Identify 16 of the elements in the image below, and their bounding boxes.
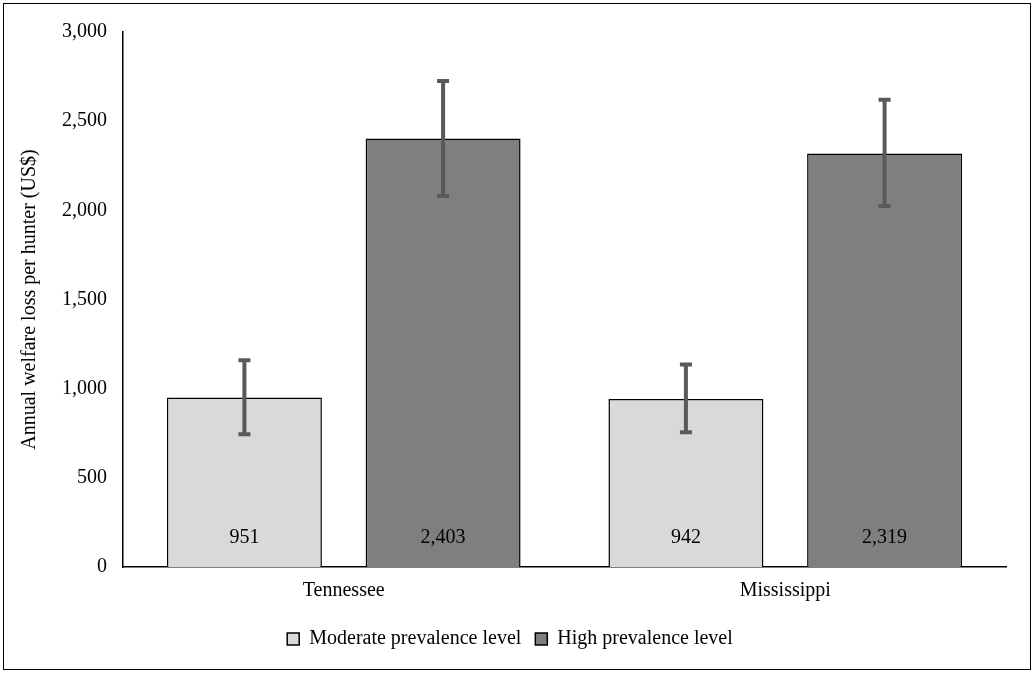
data-label: 2,319 [862,525,908,548]
y-tick-label: 2,500 [62,108,107,131]
y-axis-title: Annual welfare loss per hunter (US$) [17,149,41,450]
legend-label: Moderate prevalence level [309,626,522,650]
legend-label: High prevalence level [557,626,734,650]
y-tick-label: 3,000 [62,19,107,42]
y-tick-label: 1,500 [62,286,107,309]
data-label: 2,403 [420,525,466,548]
x-tick-label: Tennessee [302,578,385,601]
data-label: 951 [229,525,260,548]
y-tick-label: 500 [77,465,107,488]
y-tick-label: 1,000 [62,375,107,398]
data-label: 942 [670,525,701,548]
y-tick-label: 0 [97,554,107,577]
y-tick-label: 2,000 [62,197,107,220]
x-tick-label: Mississippi [739,578,832,602]
